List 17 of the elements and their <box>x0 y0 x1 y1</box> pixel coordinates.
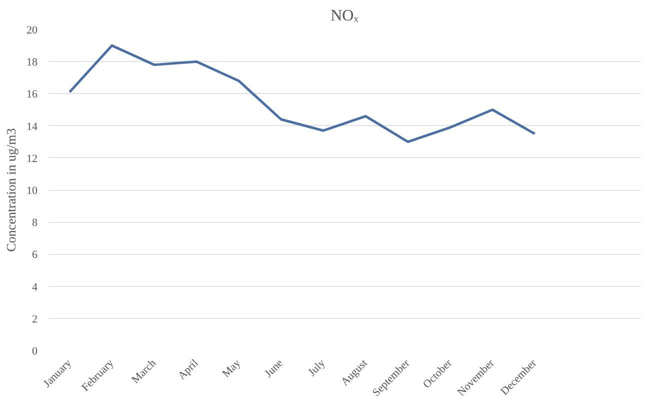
y-tick-label: 12 <box>26 152 38 165</box>
y-tick-label: 0 <box>32 346 38 358</box>
y-tick-label: 2 <box>32 313 38 326</box>
y-tick-label: 18 <box>26 56 38 69</box>
y-tick-label: 10 <box>26 185 38 197</box>
y-tick-label: 20 <box>26 24 38 36</box>
y-tick-label: 16 <box>26 88 38 101</box>
y-tick-label: 4 <box>32 281 38 294</box>
line-series <box>68 44 536 144</box>
chart-title: NOₓ <box>330 8 359 24</box>
x-tick-label: July <box>306 356 328 379</box>
x-tick-label: May <box>220 356 244 380</box>
x-tick-label: June <box>262 357 286 380</box>
y-tick-label: 6 <box>32 249 38 262</box>
y-tick-label: 8 <box>32 217 38 230</box>
y-axis-title: Concentration in ug/m3 <box>4 128 18 252</box>
y-tick-label: 14 <box>26 120 38 133</box>
